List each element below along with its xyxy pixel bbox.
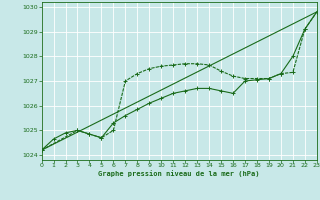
- X-axis label: Graphe pression niveau de la mer (hPa): Graphe pression niveau de la mer (hPa): [99, 171, 260, 177]
